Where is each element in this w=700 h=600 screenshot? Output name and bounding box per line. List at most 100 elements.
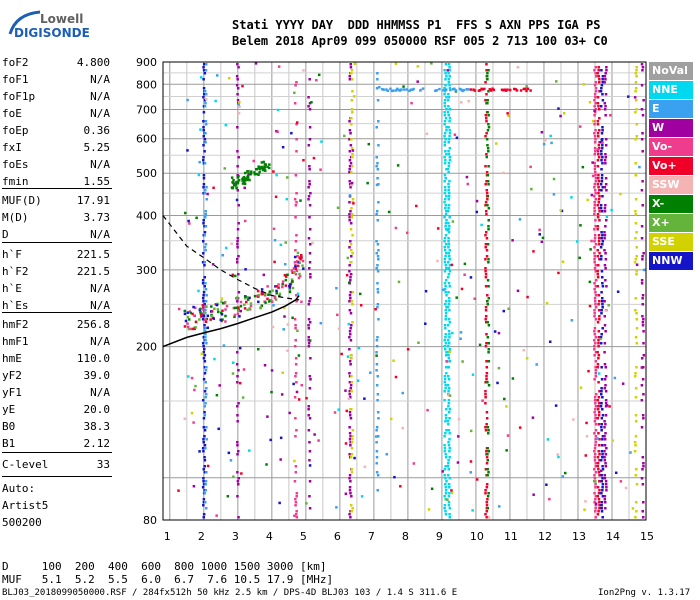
echo-point xyxy=(542,142,546,146)
trace-point xyxy=(220,311,223,315)
echo-point xyxy=(203,234,207,237)
echo-point xyxy=(204,210,207,213)
echo-point xyxy=(549,134,552,138)
echo-point xyxy=(295,123,298,126)
echo-point xyxy=(593,165,597,168)
echo-point xyxy=(273,260,276,264)
echo-point xyxy=(307,342,311,345)
echo-point xyxy=(600,180,604,183)
c-level-row: C-level 33 xyxy=(2,458,110,471)
echo-point xyxy=(443,198,447,201)
echo-point xyxy=(296,329,299,333)
echo-point xyxy=(308,138,312,141)
echo-point xyxy=(307,405,310,408)
param-row: fmin 1.55 xyxy=(2,175,110,188)
echo-point xyxy=(594,75,598,78)
trace-point xyxy=(244,295,247,298)
echo-point xyxy=(477,89,481,92)
echo-point xyxy=(202,222,205,225)
echo-point xyxy=(597,372,601,375)
echo-point xyxy=(598,195,601,198)
echo-point xyxy=(438,87,441,91)
echo-point xyxy=(274,195,278,199)
echo-point xyxy=(348,129,352,132)
echo-point xyxy=(641,204,644,207)
echo-point xyxy=(235,258,239,261)
echo-point xyxy=(487,285,490,288)
param-row: D N/A xyxy=(2,228,110,241)
echo-point xyxy=(641,132,644,135)
echo-point xyxy=(486,195,490,198)
echo-point xyxy=(444,348,447,351)
param-row: h`E N/A xyxy=(2,282,110,295)
legend-item-e: E xyxy=(649,100,693,118)
echo-point xyxy=(485,321,488,324)
echo-point xyxy=(634,162,637,165)
echo-point xyxy=(204,333,207,336)
echo-point xyxy=(203,72,207,75)
echo-point xyxy=(593,354,596,357)
trace-point xyxy=(223,301,226,305)
echo-point xyxy=(601,282,604,285)
echo-point xyxy=(635,246,638,249)
echo-point xyxy=(447,387,451,390)
echo-point xyxy=(202,441,205,444)
echo-point xyxy=(281,145,285,149)
trace-point xyxy=(291,286,295,290)
echo-point xyxy=(305,396,308,400)
echo-point xyxy=(447,390,450,393)
x-tick-label: 4 xyxy=(265,530,273,543)
echo-point xyxy=(593,207,596,210)
echo-point xyxy=(593,456,597,459)
param-row: foEs N/A xyxy=(2,158,110,171)
echo-point xyxy=(389,417,393,421)
echo-point xyxy=(604,156,607,159)
echo-point xyxy=(375,339,379,342)
echo-point xyxy=(588,101,592,104)
trace-point xyxy=(277,286,280,289)
echo-point xyxy=(642,99,645,102)
echo-point xyxy=(444,225,447,228)
echo-point xyxy=(633,441,637,444)
echo-point xyxy=(377,201,380,204)
echo-point xyxy=(295,510,298,513)
echo-point xyxy=(487,228,490,231)
echo-point xyxy=(601,465,604,468)
echo-point xyxy=(351,303,354,306)
echo-point xyxy=(593,312,596,315)
echo-point xyxy=(443,507,446,510)
echo-point xyxy=(350,468,353,471)
trace-point xyxy=(262,168,265,172)
trace-point xyxy=(203,311,206,315)
echo-point xyxy=(294,216,297,219)
echo-point xyxy=(300,383,304,387)
echo-point xyxy=(308,450,312,453)
echo-point xyxy=(448,333,451,336)
echo-point xyxy=(448,84,451,87)
echo-point xyxy=(351,156,354,159)
echo-point xyxy=(635,69,638,72)
echo-point xyxy=(205,97,208,101)
echo-point xyxy=(378,86,381,89)
echo-point xyxy=(444,432,447,435)
echo-point xyxy=(308,78,311,81)
echo-point xyxy=(350,381,354,384)
echo-point xyxy=(600,132,604,135)
echo-point xyxy=(447,402,451,405)
echo-point xyxy=(295,429,298,432)
echo-point xyxy=(634,210,637,213)
echo-point xyxy=(444,264,448,267)
echo-point xyxy=(443,201,446,204)
echo-point xyxy=(308,216,311,219)
echo-point xyxy=(608,405,611,408)
echo-point xyxy=(594,306,598,309)
echo-point xyxy=(598,507,601,510)
echo-point xyxy=(416,80,419,83)
echo-point xyxy=(593,309,596,312)
echo-point xyxy=(484,381,487,384)
echo-point xyxy=(600,387,603,390)
echo-point xyxy=(351,234,354,237)
echo-point xyxy=(641,294,645,297)
echo-point xyxy=(529,89,532,92)
echo-point xyxy=(634,198,638,201)
